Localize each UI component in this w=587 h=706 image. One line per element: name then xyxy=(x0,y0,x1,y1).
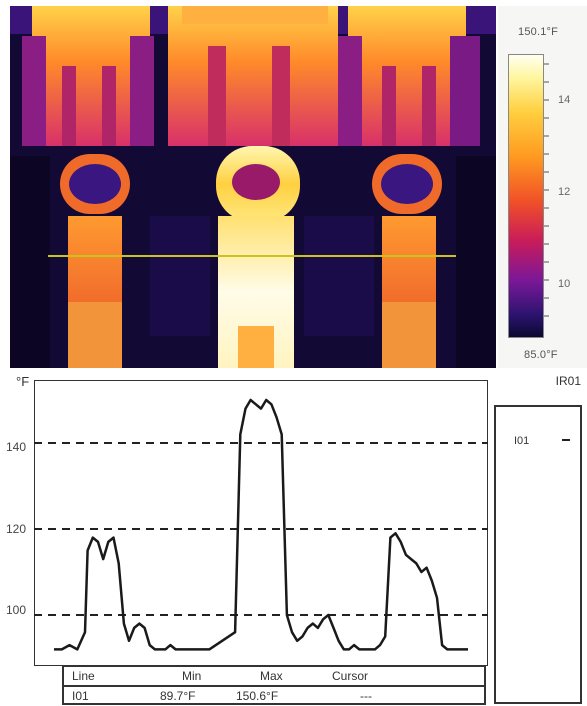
color-palette-bar xyxy=(508,54,544,338)
colorbar-label-12: 12 xyxy=(558,186,571,198)
cell-max: 150.6°F xyxy=(236,689,279,703)
scale-min-label: 85.0°F xyxy=(524,349,558,361)
header-line: Line xyxy=(72,669,95,683)
legend-entry-label: I01 xyxy=(514,435,530,447)
colorbar-ticks xyxy=(544,63,549,317)
temperature-scale-panel: 150.1°F 14 12 10 85.0°F xyxy=(498,6,587,368)
table-header-row: Line Min Max Cursor xyxy=(64,667,484,687)
profile-graph: °F IR01 140 120 100 xyxy=(0,372,587,706)
table-row[interactable]: I01 89.7°F 150.6°F --- xyxy=(64,687,484,705)
unit-label: °F xyxy=(16,374,30,389)
measurement-table: Line Min Max Cursor I01 89.7°F 150.6°F -… xyxy=(62,665,486,705)
colorbar-label-14: 14 xyxy=(558,94,571,106)
cell-min: 89.7°F xyxy=(160,689,196,703)
thermal-image xyxy=(10,6,496,368)
thermal-scene xyxy=(10,6,496,368)
scale-max-label: 150.1°F xyxy=(518,26,559,38)
legend-swatch xyxy=(562,439,570,441)
y-tick-100: 100 xyxy=(6,603,27,617)
series-line-i01 xyxy=(54,398,468,651)
plot-frame xyxy=(34,380,488,666)
cell-line: I01 xyxy=(72,689,89,703)
y-tick-120: 120 xyxy=(6,522,27,536)
breaker-right-body xyxy=(348,6,466,146)
y-tick-140: 140 xyxy=(6,440,27,454)
profile-plot xyxy=(34,380,488,666)
header-cursor: Cursor xyxy=(332,669,369,683)
breaker-middle-body xyxy=(168,6,338,146)
header-min: Min xyxy=(182,669,202,683)
cell-cursor: --- xyxy=(360,689,372,703)
legend-panel: I01 xyxy=(494,405,582,704)
colorbar-label-10: 10 xyxy=(558,278,571,290)
profile-id-label: IR01 xyxy=(555,374,581,388)
header-max: Max xyxy=(260,669,283,683)
